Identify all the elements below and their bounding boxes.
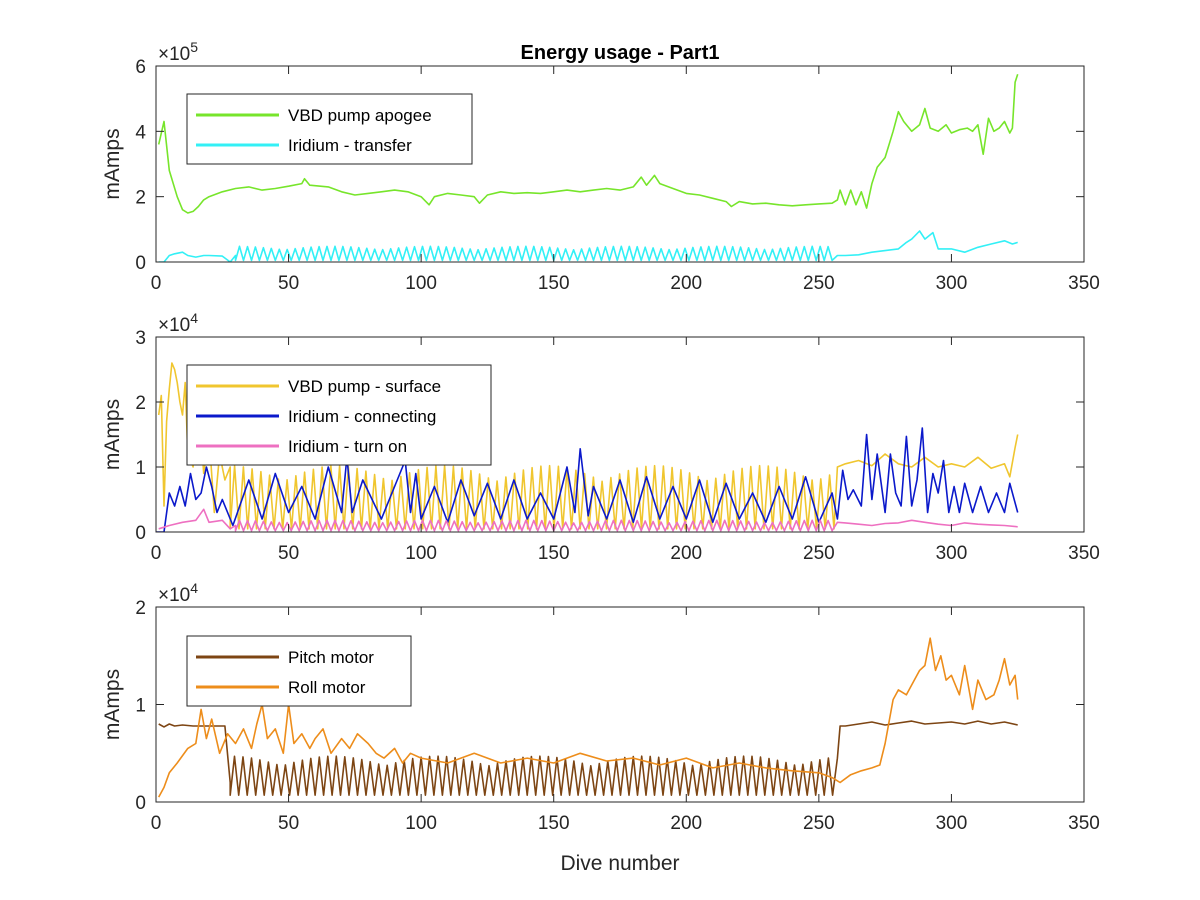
y-tick-label: 6 [135,57,146,78]
series-line-vbd-pump-apogee [157,73,1019,214]
subplot-2: 0 50 100 150 200 250 300 350 0 1 2 3 ×104 mAmps VBD pu… [101,310,1100,564]
y-axis-label: mAmps [101,399,124,470]
x-tick-label: 50 [278,543,299,564]
x-tick-label: 50 [278,273,299,294]
legend: Pitch motor Roll motor [186,635,412,707]
y-tick-label: 3 [135,328,146,349]
legend-entry-pitch-motor: Pitch motor [288,648,374,667]
x-tick-label: 250 [803,273,835,294]
x-tick-label: 150 [538,813,570,834]
legend-entry-roll-motor: Roll motor [288,678,366,697]
series-line-iridium-transfer [158,230,1018,262]
x-tick-label: 150 [538,273,570,294]
x-tick-label: 250 [803,543,835,564]
legend-box [186,635,412,707]
x-tick-label: 50 [278,813,299,834]
series-group [156,362,1019,532]
y-tick-label: 4 [135,122,146,143]
subplot-3: 0 50 100 150 200 250 300 350 0 1 2 ×104 mAmps Dive nu… [101,580,1100,875]
legend-entry-iridium-transfer: Iridium - transfer [288,136,412,155]
x-axis-label: Dive number [560,852,679,875]
axes-frame [155,65,1085,263]
legend-entry-vbd-pump-apogee: VBD pump apogee [288,106,432,125]
legend-box [186,93,473,165]
x-tick-label: 100 [405,813,437,834]
x-tick-label: 300 [936,543,968,564]
legend-entry-iridium-connecting: Iridium - connecting [288,407,436,426]
series-line-vbd-pump-surface [157,362,1019,530]
y-tick-label: 2 [135,598,146,619]
series-line-roll-motor [157,637,1019,798]
y-tick-label: 1 [135,458,146,479]
legend: VBD pump apogee Iridium - transfer [186,93,473,165]
y-axis-label: mAmps [101,128,124,199]
series-group [157,637,1019,798]
y-tick-label: 0 [135,523,146,544]
x-tick-label: 0 [151,813,162,834]
y-tick-label: 0 [135,793,146,814]
axes-frame [155,336,1085,533]
y-tick-label: 0 [135,253,146,274]
legend-entry-iridium-turn-on: Iridium - turn on [288,437,407,456]
x-tick-label: 200 [670,813,702,834]
legend-entry-vbd-pump-surface: VBD pump - surface [288,377,441,396]
x-tick-label: 350 [1068,813,1100,834]
x-tick-label: 100 [405,273,437,294]
x-tick-label: 150 [538,543,570,564]
y-exponent-label: ×104 [158,580,198,606]
series-line-iridium-turn-on [158,508,1018,532]
series-line-pitch-motor [158,720,1018,796]
figure-title: Energy usage - Part1 [521,42,720,64]
x-tick-label: 0 [151,273,162,294]
y-axis-label: mAmps [101,669,124,740]
legend: VBD pump - surface Iridium - connecting Ir… [186,364,492,466]
y-tick-label: 1 [135,696,146,717]
x-tick-label: 300 [936,273,968,294]
y-exponent-label: ×105 [158,39,198,65]
x-tick-label: 350 [1068,543,1100,564]
series-group [157,73,1019,262]
x-tick-label: 0 [151,543,162,564]
series-line-iridium-connecting [156,427,1019,532]
y-tick-label: 2 [135,188,146,209]
x-tick-label: 250 [803,813,835,834]
subplot-1: 0 50 100 150 200 250 300 350 0 2 4 6 ×105 mAmps VBD pu… [101,39,1100,294]
x-tick-label: 200 [670,273,702,294]
y-exponent-label: ×104 [158,310,198,336]
x-tick-label: 300 [936,813,968,834]
x-tick-label: 100 [405,543,437,564]
x-tick-label: 350 [1068,273,1100,294]
x-tick-label: 200 [670,543,702,564]
y-tick-label: 2 [135,393,146,414]
